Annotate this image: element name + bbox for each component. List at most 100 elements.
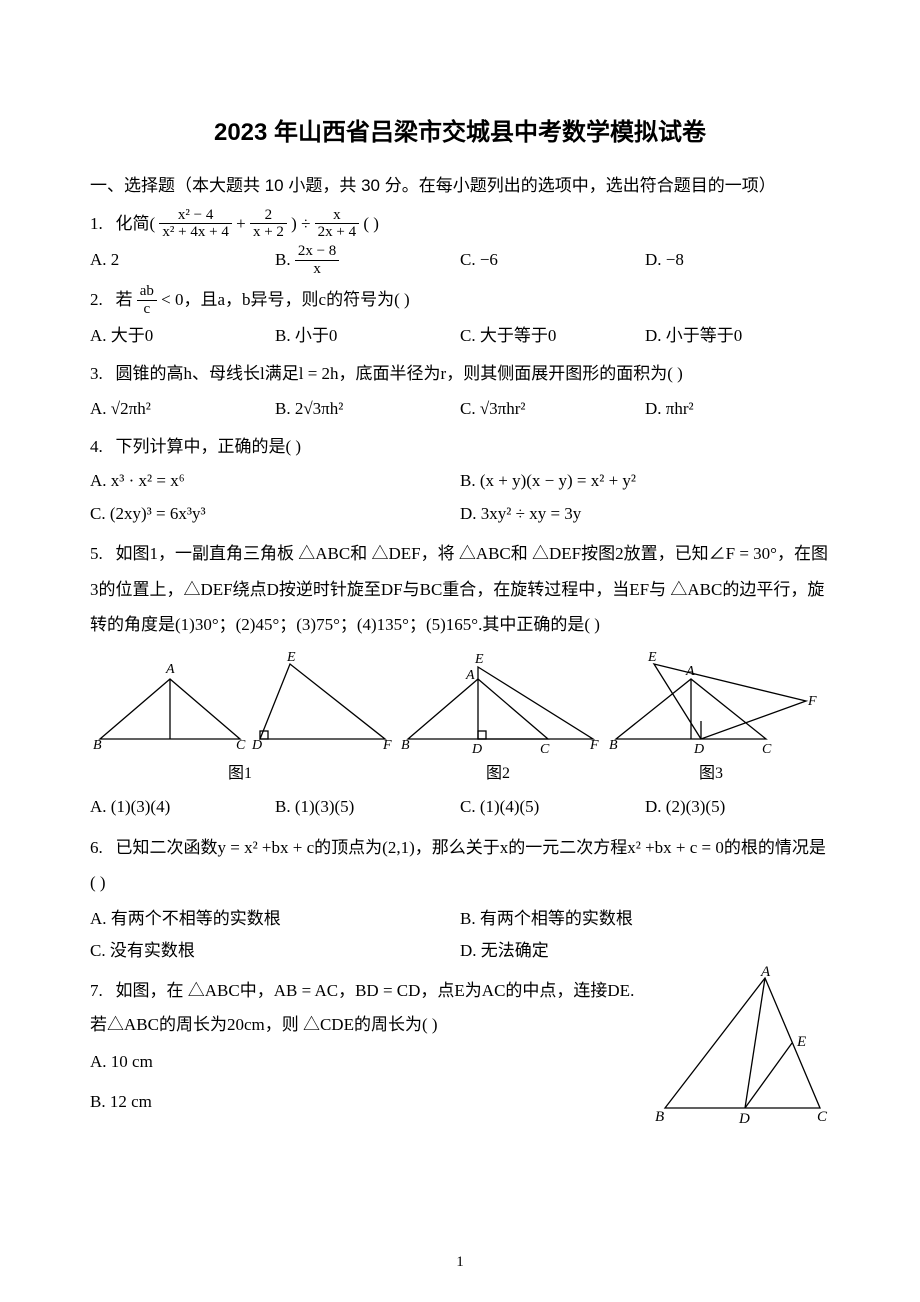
svg-text:C: C — [540, 742, 550, 757]
question-2: 2. 若 ab c < 0，且a，b异号，则c的符号为( ) — [90, 284, 830, 318]
q2-opt-a: A. 大于0 — [90, 320, 275, 352]
q6-opt-d: D. 无法确定 — [460, 935, 830, 967]
q5-number: 5. — [90, 544, 103, 563]
q2-frac: ab c — [137, 283, 157, 317]
q6-options: A. 有两个不相等的实数根 B. 有两个相等的实数根 C. 没有实数根 D. 无… — [90, 903, 830, 968]
q7-stem: 如图，在 △ABC中，AB = AC，BD = CD，点E为AC的中点，连接DE… — [90, 981, 634, 1034]
svg-text:D: D — [693, 742, 704, 757]
q3-opt-d: D. πhr² — [645, 393, 830, 425]
svg-text:A: A — [685, 664, 695, 679]
svg-text:D: D — [738, 1111, 750, 1127]
q7-figure-svg: A B D C E — [655, 968, 830, 1123]
question-6: 6. 已知二次函数y = x² +bx + c的顶点为(2,1)，那么关于x的一… — [90, 830, 830, 901]
question-5: 5. 如图1，一副直角三角板 △ABC和 △DEF，将 △ABC和 △DEF按图… — [90, 536, 830, 643]
svg-text:A: A — [760, 964, 771, 980]
q4-opt-b: B. (x + y)(x − y) = x² + y² — [460, 465, 830, 497]
q5-fig3-svg: A E B D C F — [606, 649, 816, 759]
svg-text:D: D — [251, 738, 262, 753]
q3-opt-c: C. √3πhr² — [460, 393, 645, 425]
svg-text:A: A — [165, 662, 175, 677]
q4-opt-d: D. 3xy² ÷ xy = 3y — [460, 498, 830, 530]
q5-options: A. (1)(3)(4) B. (1)(3)(5) C. (1)(4)(5) D… — [90, 791, 830, 823]
q6-opt-c: C. 没有实数根 — [90, 935, 460, 967]
q1-stem-c: ) ÷ — [291, 214, 315, 233]
q1-frac3: x 2x + 4 — [315, 207, 359, 241]
q1-stem-b: + — [236, 214, 250, 233]
q4-opt-c: C. (2xy)³ = 6x³y³ — [90, 498, 460, 530]
q7-opt-b: B. 12 cm — [90, 1086, 645, 1118]
q5-fig1-label: 图1 — [90, 759, 390, 789]
svg-text:E: E — [796, 1034, 806, 1050]
q6-number: 6. — [90, 838, 103, 857]
question-3: 3. 圆锥的高h、母线长l满足l = 2h，底面半径为r，则其侧面展开图形的面积… — [90, 358, 830, 390]
q7-opt-a: A. 10 cm — [90, 1046, 645, 1078]
q1-frac2: 2 x + 2 — [250, 207, 287, 241]
svg-text:C: C — [236, 738, 246, 753]
svg-text:B: B — [655, 1109, 664, 1125]
svg-text:E: E — [647, 650, 657, 665]
q1-number: 1. — [90, 214, 103, 233]
q7-figure: A B D C E — [655, 968, 830, 1134]
q5-fig2: A E B D C F 图2 — [398, 649, 598, 789]
q5-fig1: A B C E D F 图1 — [90, 649, 390, 789]
q5-fig3: A E B D C F 图3 — [606, 649, 816, 789]
svg-text:B: B — [401, 738, 410, 753]
q1-opt-b: B. 2x − 8 x — [275, 244, 460, 278]
q4-opt-a: A. x³ · x² = x⁶ — [90, 465, 460, 497]
q3-opt-a: A. √2πh² — [90, 393, 275, 425]
q6-stem: 已知二次函数y = x² +bx + c的顶点为(2,1)，那么关于x的一元二次… — [90, 838, 826, 893]
q3-stem: 圆锥的高h、母线长l满足l = 2h，底面半径为r，则其侧面展开图形的面积为( … — [116, 364, 683, 383]
q1-frac1: x² − 4 x² + 4x + 4 — [159, 207, 231, 241]
q1-opt-a: A. 2 — [90, 244, 275, 278]
svg-text:C: C — [762, 742, 772, 757]
q5-fig2-svg: A E B D C F — [398, 649, 598, 759]
q5-fig2-label: 图2 — [398, 759, 598, 789]
svg-text:F: F — [589, 738, 599, 753]
q1-optb-frac: 2x − 8 x — [295, 243, 339, 277]
svg-text:B: B — [609, 738, 618, 753]
q5-opt-c: C. (1)(4)(5) — [460, 791, 645, 823]
q4-options: A. x³ · x² = x⁶ B. (x + y)(x − y) = x² +… — [90, 465, 830, 530]
q2-opt-d: D. 小于等于0 — [645, 320, 830, 352]
q2-stem-b: < 0，且a，b异号，则c的符号为( ) — [161, 290, 410, 309]
svg-text:E: E — [474, 652, 484, 667]
question-7: 7. 如图，在 △ABC中，AB = AC，BD = CD，点E为AC的中点，连… — [90, 968, 830, 1134]
page-number: 1 — [0, 1248, 920, 1277]
q1-stem-d: ( ) — [363, 214, 379, 233]
page-title: 2023 年山西省吕梁市交城县中考数学模拟试卷 — [90, 110, 830, 156]
q3-number: 3. — [90, 364, 103, 383]
question-4: 4. 下列计算中，正确的是( ) — [90, 431, 830, 463]
q5-figures: A B C E D F 图1 A E — [90, 649, 830, 789]
svg-text:C: C — [817, 1109, 828, 1125]
q3-opt-b: B. 2√3πh² — [275, 393, 460, 425]
section-header: 一、选择题（本大题共 10 小题，共 30 分。在每小题列出的选项中，选出符合题… — [90, 170, 830, 202]
q5-opt-d: D. (2)(3)(5) — [645, 791, 830, 823]
q1-stem-a: 化简( — [116, 214, 156, 233]
q1-options: A. 2 B. 2x − 8 x C. −6 D. −8 — [90, 244, 830, 278]
svg-text:B: B — [93, 738, 102, 753]
question-1: 1. 化简( x² − 4 x² + 4x + 4 + 2 x + 2 ) ÷ … — [90, 208, 830, 242]
q6-opt-b: B. 有两个相等的实数根 — [460, 903, 830, 935]
q5-opt-b: B. (1)(3)(5) — [275, 791, 460, 823]
q2-opt-c: C. 大于等于0 — [460, 320, 645, 352]
svg-text:D: D — [471, 742, 482, 757]
q6-opt-a: A. 有两个不相等的实数根 — [90, 903, 460, 935]
q5-opt-a: A. (1)(3)(4) — [90, 791, 275, 823]
q1-opt-d: D. −8 — [645, 244, 830, 278]
svg-text:A: A — [465, 668, 475, 683]
q2-opt-b: B. 小于0 — [275, 320, 460, 352]
q7-number: 7. — [90, 981, 103, 1000]
q1-opt-c: C. −6 — [460, 244, 645, 278]
q4-number: 4. — [90, 437, 103, 456]
q3-options: A. √2πh² B. 2√3πh² C. √3πhr² D. πhr² — [90, 393, 830, 425]
q5-stem: 如图1，一副直角三角板 △ABC和 △DEF，将 △ABC和 △DEF按图2放置… — [90, 544, 828, 634]
q4-stem: 下列计算中，正确的是( ) — [116, 437, 302, 456]
q5-fig3-label: 图3 — [606, 759, 816, 789]
svg-text:E: E — [286, 650, 296, 665]
q7-stem-block: 7. 如图，在 △ABC中，AB = AC，BD = CD，点E为AC的中点，连… — [90, 974, 645, 1042]
svg-text:F: F — [807, 694, 817, 709]
q2-stem-a: 若 — [116, 290, 133, 309]
q5-fig1-svg: A B C E D F — [90, 649, 390, 759]
q2-number: 2. — [90, 290, 103, 309]
svg-text:F: F — [382, 738, 392, 753]
